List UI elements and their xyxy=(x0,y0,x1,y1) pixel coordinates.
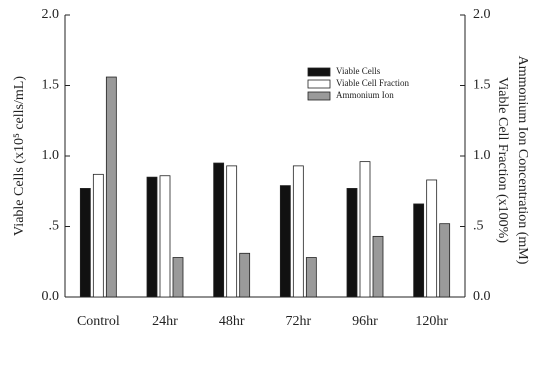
y2-tick-label: 1.0 xyxy=(473,148,491,163)
bar xyxy=(359,161,371,298)
x-tick-label: 96hr xyxy=(352,314,378,329)
y2-tick-label: 2.0 xyxy=(473,7,491,22)
legend-label: Viable Cell Fraction xyxy=(336,78,409,88)
bar xyxy=(292,165,304,298)
y-axis-label: Viable Cells (x10⁵ cells/mL) xyxy=(12,76,27,236)
legend-label: Ammonium Ion xyxy=(336,90,394,100)
bar xyxy=(159,175,171,298)
legend-swatch xyxy=(307,91,331,101)
x-tick-label: 24hr xyxy=(152,314,178,329)
bar xyxy=(213,162,225,298)
legend-swatch xyxy=(307,79,331,89)
bar xyxy=(146,176,158,298)
y-tick-label: .5 xyxy=(49,219,60,234)
legend-label: Viable Cells xyxy=(336,66,381,76)
x-tick-label: 48hr xyxy=(219,314,245,329)
bar xyxy=(105,76,117,298)
bar xyxy=(413,203,425,298)
y2-tick-label: 1.5 xyxy=(473,78,491,93)
bar xyxy=(346,188,358,298)
bar xyxy=(79,188,91,298)
y2-axis-label: Ammonium Ion Concentration (mM) xyxy=(515,56,530,265)
bar xyxy=(279,185,291,298)
y-tick-label: 2.0 xyxy=(42,7,60,22)
x-tick-label: Control xyxy=(77,314,120,329)
y2-axis-label: Viable Cell Fraction (x100%) xyxy=(495,77,510,243)
y-tick-label: 1.0 xyxy=(42,148,60,163)
bar xyxy=(92,173,104,298)
y2-tick-label: .5 xyxy=(473,219,484,234)
y-tick-label: 1.5 xyxy=(42,78,60,93)
y2-tick-label: 0.0 xyxy=(473,289,491,304)
y-tick-label: 0.0 xyxy=(42,289,60,304)
bar xyxy=(226,165,238,298)
bar xyxy=(305,257,317,298)
bar xyxy=(426,179,438,298)
x-tick-label: 72hr xyxy=(285,314,311,329)
x-tick-label: 120hr xyxy=(415,314,448,329)
bar xyxy=(239,252,251,298)
bar xyxy=(372,235,384,298)
bar xyxy=(439,223,451,298)
legend-swatch xyxy=(307,67,331,77)
bar xyxy=(172,257,184,298)
